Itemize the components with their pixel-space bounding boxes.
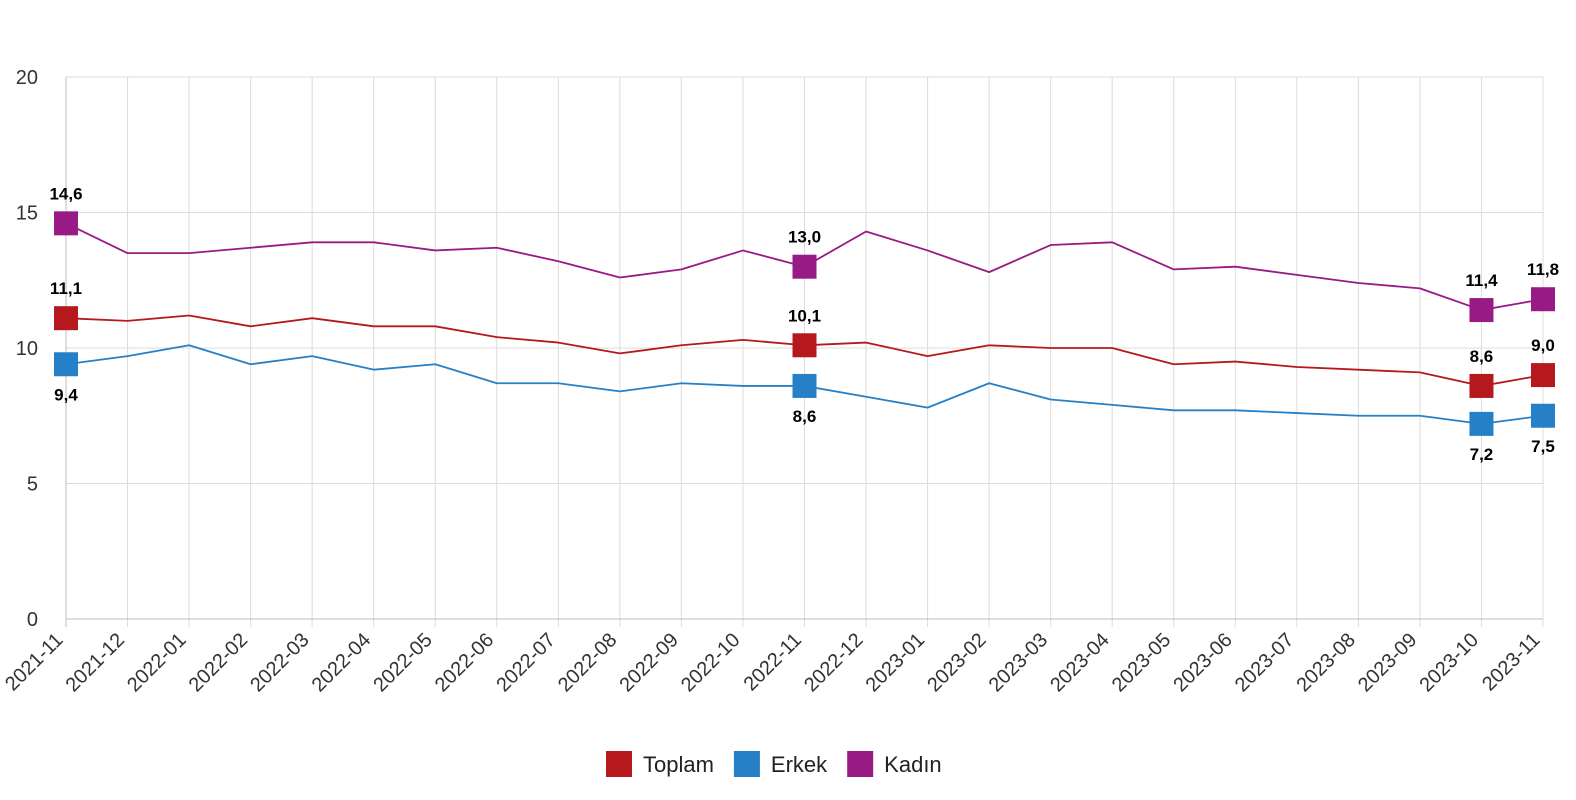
x-tick-label: 2023-08 [1292,629,1359,696]
y-tick-label: 0 [27,609,38,631]
x-axis-ticks: 2021-112021-122022-012022-022022-032022-… [1,629,1544,696]
data-label-kad-n: 11,8 [1527,260,1559,279]
legend-swatch [733,751,760,777]
y-tick-label: 15 [16,203,38,225]
x-tick-label: 2023-03 [985,629,1052,696]
y-tick-label: 10 [16,338,38,360]
y-tick-label: 20 [16,67,38,89]
marker-kad-n [1531,287,1555,312]
data-label-toplam: 8,6 [1470,347,1494,366]
x-tick-label: 2022-06 [431,629,498,696]
x-tick-label: 2022-09 [615,629,682,696]
marker-erkek [1531,403,1555,428]
data-label-toplam: 11,1 [50,279,82,298]
x-tick-label: 2023-11 [1478,629,1544,695]
data-label-erkek: 7,2 [1470,445,1494,464]
x-tick-label: 2022-04 [308,629,375,696]
legend-label: Kadın [884,752,942,777]
data-label-toplam: 10,1 [788,306,821,325]
legend-item-toplam[interactable]: Toplam [606,751,714,777]
x-tick-label: 2022-11 [740,629,806,695]
marker-toplam [1469,373,1494,398]
data-label-toplam: 9,0 [1531,336,1555,355]
data-label-kad-n: 13,0 [788,228,821,247]
legend-swatch [847,751,874,777]
marker-kad-n [54,211,78,236]
marker-toplam [1531,363,1555,388]
x-tick-label: 2022-08 [554,629,621,696]
data-label-kad-n: 11,4 [1465,271,1498,290]
data-labels: 11,1 10,1 8,6 9,0 9,4 8,6 7,2 7,5 14,6 13,0 11,4 11… [49,184,1559,464]
x-tick-label: 2021-12 [62,629,129,696]
x-tick-label: 2023-04 [1046,629,1113,696]
x-tick-label: 2023-05 [1108,629,1175,696]
legend-label: Toplam [643,752,714,777]
legend-item-erkek[interactable]: Erkek [733,751,828,777]
x-tick-label: 2023-02 [923,629,990,696]
x-tick-label: 2022-07 [492,629,559,696]
x-tick-label: 2022-12 [800,629,867,696]
x-tick-label: 2023-09 [1354,629,1421,696]
x-tick-label: 2023-07 [1231,629,1298,696]
x-tick-label: 2022-10 [677,629,744,696]
x-tick-label: 2023-01 [862,629,929,696]
marker-toplam [792,333,817,358]
x-tick-label: 2022-03 [246,629,313,696]
marker-erkek [1469,411,1494,436]
series-markers [54,211,1555,436]
data-label-kad-n: 14,6 [49,184,82,203]
marker-kad-n [792,254,817,279]
x-tick-label: 2023-06 [1169,629,1236,696]
x-tick-label: 2022-01 [123,629,190,696]
x-tick-label: 2022-02 [185,629,252,696]
marker-erkek [792,373,817,398]
legend-label: Erkek [771,752,828,777]
data-label-erkek: 7,5 [1531,437,1555,456]
legend: Toplam Erkek Kadın [606,751,942,777]
marker-toplam [54,306,78,331]
x-tick-label: 2022-05 [369,629,436,696]
x-tick-label: 2021-11 [1,629,67,695]
y-axis-ticks: 0 5 10 15 20 [16,67,38,631]
data-label-erkek: 9,4 [54,385,78,404]
x-tick-label: 2023-10 [1416,629,1483,696]
data-label-erkek: 8,6 [793,407,817,426]
marker-erkek [54,352,78,377]
legend-item-kad-n[interactable]: Kadın [847,751,942,777]
legend-swatch [606,751,632,777]
marker-kad-n [1469,298,1494,323]
y-tick-label: 5 [27,474,38,496]
grid [65,76,1544,627]
